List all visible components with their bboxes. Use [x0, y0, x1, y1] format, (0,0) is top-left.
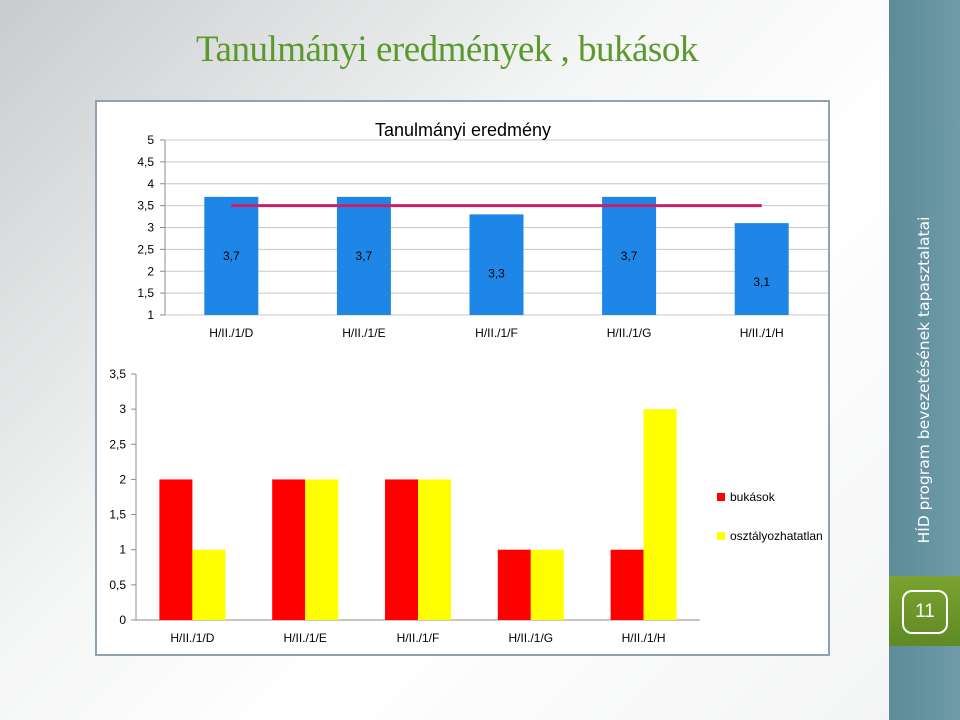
page-number-box: [889, 576, 960, 646]
y-tick-label: 1: [147, 308, 154, 322]
y-tick-label: 1,5: [137, 286, 154, 300]
bar: [530, 549, 564, 620]
x-tick-label: H/II./1/G: [508, 631, 553, 645]
y-tick-label: 2,5: [109, 437, 126, 451]
bar-data-label: 3,7: [356, 249, 373, 263]
y-tick-label: 2: [119, 472, 126, 486]
x-tick-label: H/II./1/D: [170, 631, 214, 645]
bar: [159, 479, 193, 620]
y-tick-label: 3: [147, 221, 154, 235]
bar: [497, 549, 531, 620]
bar: [734, 223, 789, 315]
bar: [643, 409, 677, 620]
bar: [336, 196, 391, 315]
y-tick-label: 1: [119, 543, 126, 557]
chart-failures: 0 0,5 1 1,5 2 2,5 3 3,5 H/II./1/D H/II./1/E H/II./…: [109, 367, 822, 645]
y-tick-label: 5: [147, 133, 154, 147]
bar-data-label: 3,7: [223, 249, 240, 263]
bar: [272, 479, 306, 620]
x-tick-label: H/II./1/D: [209, 326, 253, 340]
x-tick-label: H/II./1/E: [284, 631, 327, 645]
bar: [204, 196, 259, 315]
y-tick-label: 2: [147, 264, 154, 278]
y-tick-label: 4,5: [137, 155, 154, 169]
bar-data-label: 3,1: [753, 275, 770, 289]
bar: [469, 214, 524, 315]
legend-swatch: [717, 532, 725, 540]
bar: [610, 549, 644, 620]
bar: [305, 479, 339, 620]
bar: [418, 479, 451, 620]
slide-title: Tanulmányi eredmények , bukások: [196, 29, 698, 70]
y-tick-label: 3,5: [137, 199, 154, 213]
bar: [385, 479, 418, 620]
chart-title: Tanulmányi eredmény: [375, 120, 551, 140]
x-tick-label: H/II./1/F: [397, 631, 440, 645]
x-tick-label: H/II./1/E: [342, 326, 385, 340]
chart-study-results: 1 1,5 2 2,5 3 3,5 4 4,5 5 Tanulmányi eredmény 3,7 H…: [137, 120, 828, 340]
legend-label: bukások: [730, 490, 776, 504]
x-tick-label: H/II./1/H: [740, 326, 784, 340]
y-tick-label: 1,5: [109, 508, 126, 522]
x-tick-label: H/II./1/G: [607, 326, 652, 340]
bar-data-label: 3,7: [621, 249, 638, 263]
y-tick-label: 2,5: [137, 242, 154, 256]
x-tick-label: H/II./1/H: [622, 631, 666, 645]
page-number: 11: [902, 590, 948, 634]
x-tick-label: H/II./1/F: [475, 326, 518, 340]
legend-swatch: [717, 493, 725, 501]
bar: [192, 549, 226, 620]
y-tick-label: 4: [147, 177, 154, 191]
bar: [602, 196, 657, 315]
bar-data-label: 3,3: [488, 266, 505, 280]
y-tick-label: 3,5: [109, 367, 126, 381]
y-tick-label: 3: [119, 402, 126, 416]
y-tick-label: 0,5: [109, 578, 126, 592]
y-tick-label: 0: [119, 613, 126, 627]
legend-label: osztályozhatatlan: [730, 529, 823, 543]
